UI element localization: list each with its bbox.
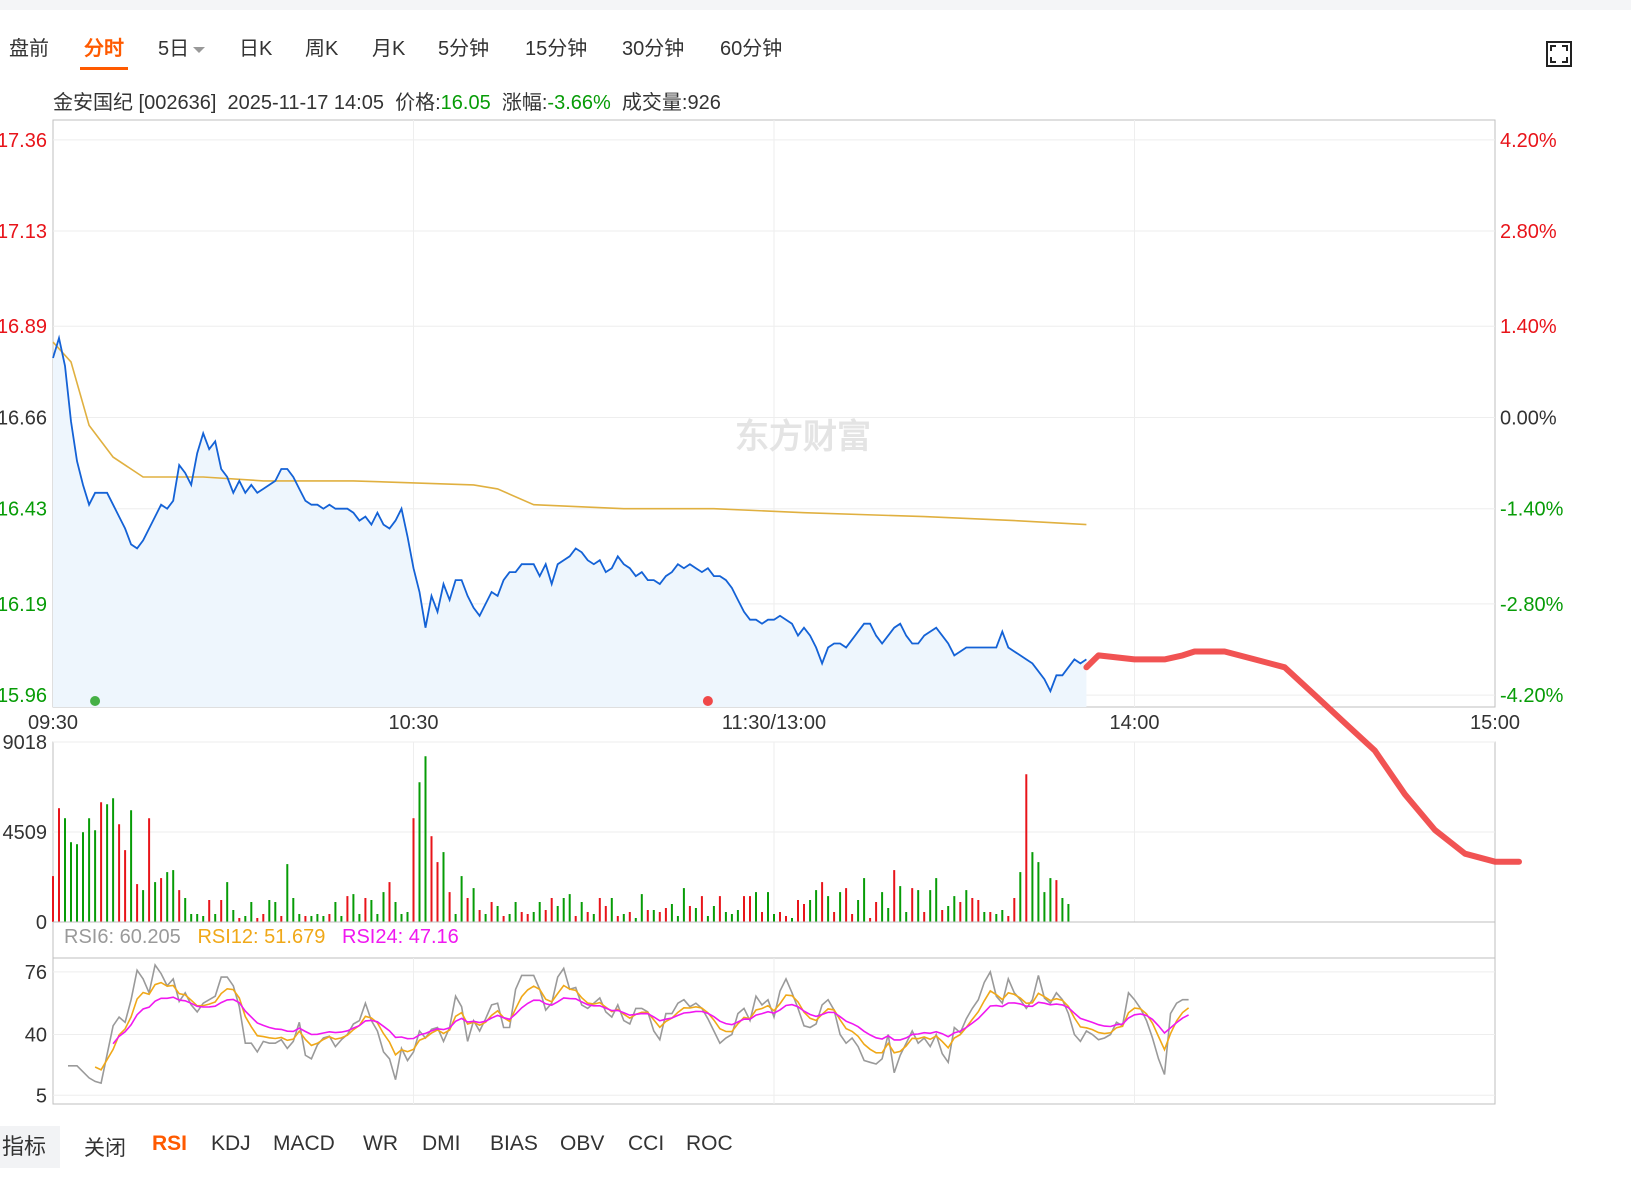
indicator-dmi[interactable]: DMI bbox=[422, 1132, 461, 1155]
time-tick-label: 10:30 bbox=[388, 712, 438, 734]
tab-weekly-k[interactable]: 周K bbox=[305, 38, 339, 60]
indicator-bar: 指标 关闭 RSI KDJ MACD WR DMI BIAS OBV CCI R… bbox=[0, 1126, 1631, 1170]
right-percent-axis: 4.20% 2.80% 1.40% 0.00% -1.40% -2.80% -4.20% bbox=[1500, 130, 1564, 707]
change-label: 涨幅: bbox=[501, 92, 548, 114]
volume-bars bbox=[52, 756, 1070, 922]
sell-marker bbox=[702, 696, 713, 706]
right-tick-label: 1.40% bbox=[1500, 316, 1557, 338]
price-value: 16.05 bbox=[440, 92, 491, 114]
buy-marker bbox=[90, 696, 101, 706]
change-value: -3.66% bbox=[547, 92, 611, 114]
tab-intraday[interactable]: 分时 bbox=[80, 34, 128, 70]
left-tick-label: 16.89 bbox=[0, 316, 47, 338]
rsi-tick-label: 40 bbox=[25, 1024, 47, 1046]
indicator-bias[interactable]: BIAS bbox=[490, 1132, 538, 1155]
left-tick-label: 16.66 bbox=[0, 407, 47, 429]
left-price-axis: 17.36 17.13 16.89 16.66 16.43 16.19 15.96 bbox=[0, 130, 47, 707]
tab-30min[interactable]: 30分钟 bbox=[622, 38, 685, 60]
chevron-down-icon bbox=[193, 46, 206, 53]
volume-axis: 9018 4509 0 bbox=[3, 732, 48, 934]
indicator-cci[interactable]: CCI bbox=[628, 1132, 665, 1155]
intraday-chart: 东方财富 17.36 17.13 16.89 16.66 16.43 16.19 15.96… bbox=[0, 119, 1564, 1107]
time-tick-label: 11:30/13:00 bbox=[722, 712, 826, 734]
rsi6-legend: RSI6: 60.205 bbox=[64, 926, 181, 948]
right-tick-label: -1.40% bbox=[1500, 499, 1564, 521]
tab-daily-k[interactable]: 日K bbox=[239, 38, 273, 60]
right-tick-label: 0.00% bbox=[1500, 407, 1557, 429]
time-tick-label: 14:00 bbox=[1109, 712, 1159, 734]
rsi-tick-label: 76 bbox=[25, 962, 47, 984]
volume-tick-label: 9018 bbox=[3, 732, 48, 754]
right-tick-label: -4.20% bbox=[1500, 685, 1564, 707]
rsi6-line bbox=[68, 963, 1189, 1085]
indicator-title: 指标 bbox=[0, 1126, 60, 1168]
volume-label: 成交量: bbox=[621, 92, 688, 114]
indicator-kdj[interactable]: KDJ bbox=[211, 1132, 251, 1155]
rsi-axis: 76 40 5 bbox=[25, 962, 47, 1107]
annotation-stroke bbox=[1083, 648, 1522, 865]
indicator-obv[interactable]: OBV bbox=[560, 1132, 605, 1155]
time-tick-label: 09:30 bbox=[28, 712, 78, 734]
tab-premarket[interactable]: 盘前 bbox=[9, 38, 49, 60]
indicator-macd[interactable]: MACD bbox=[273, 1132, 335, 1155]
left-tick-label: 17.13 bbox=[0, 221, 47, 243]
time-tick-label: 15:00 bbox=[1470, 712, 1520, 734]
fullscreen-icon[interactable] bbox=[1545, 40, 1573, 68]
quote-time: 2025-11-17 14:05 bbox=[227, 92, 384, 114]
rsi-legend: RSI6: 60.205 RSI12: 51.679 RSI24: 47.16 bbox=[64, 926, 459, 949]
tab-5day[interactable]: 5日 bbox=[158, 34, 206, 64]
rsi24-line bbox=[112, 996, 1189, 1045]
indicator-roc[interactable]: ROC bbox=[686, 1132, 733, 1155]
rsi12-line bbox=[94, 981, 1190, 1071]
right-tick-label: -2.80% bbox=[1500, 594, 1564, 616]
left-tick-label: 16.19 bbox=[0, 594, 47, 616]
price-line bbox=[52, 334, 1087, 694]
price-area-fill bbox=[53, 338, 1087, 707]
time-axis: 09:30 10:30 11:30/13:00 14:00 15:00 bbox=[28, 712, 1520, 734]
stock-name: 金安国纪 [002636] bbox=[53, 92, 217, 114]
tab-60min[interactable]: 60分钟 bbox=[720, 38, 783, 60]
tab-monthly-k[interactable]: 月K bbox=[372, 38, 406, 60]
indicator-off[interactable]: 关闭 bbox=[84, 1137, 126, 1160]
volume-tick-label: 0 bbox=[36, 912, 47, 934]
rsi24-legend: RSI24: 47.16 bbox=[342, 926, 459, 948]
right-tick-label: 4.20% bbox=[1500, 130, 1557, 152]
left-tick-label: 16.43 bbox=[0, 499, 47, 521]
tab-5day-label: 5日 bbox=[158, 38, 190, 60]
volume-value: 926 bbox=[687, 92, 721, 114]
indicator-wr[interactable]: WR bbox=[363, 1132, 398, 1155]
quote-info-bar: 金安国纪 [002636] 2025-11-17 14:05 价格:16.05 … bbox=[53, 86, 721, 115]
rsi-legend-strip bbox=[52, 921, 1496, 959]
rsi12-legend: RSI12: 51.679 bbox=[197, 926, 326, 948]
period-tabs: 盘前 分时 5日 日K 周K 月K 5分钟 15分钟 30分钟 60分钟 bbox=[0, 34, 1631, 70]
watermark-logo: 东方财富 bbox=[735, 417, 871, 456]
top-divider bbox=[0, 0, 1631, 10]
rsi-grid bbox=[53, 958, 1495, 1104]
right-tick-label: 2.80% bbox=[1500, 221, 1557, 243]
tab-5min[interactable]: 5分钟 bbox=[438, 38, 490, 60]
tab-15min[interactable]: 15分钟 bbox=[525, 38, 588, 60]
avg-price-line bbox=[52, 341, 1087, 526]
rsi-tick-label: 5 bbox=[36, 1085, 47, 1107]
left-tick-label: 15.96 bbox=[0, 685, 47, 707]
volume-tick-label: 4509 bbox=[3, 822, 48, 844]
indicator-rsi[interactable]: RSI bbox=[152, 1132, 188, 1155]
left-tick-label: 17.36 bbox=[0, 130, 47, 152]
price-label: 价格: bbox=[395, 92, 441, 114]
